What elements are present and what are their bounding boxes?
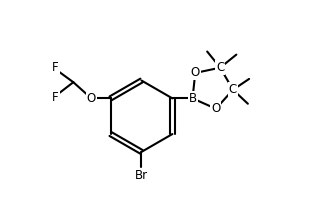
Text: O: O [87, 92, 96, 105]
Text: F: F [52, 91, 59, 104]
Text: Br: Br [135, 169, 148, 182]
Text: F: F [52, 61, 59, 74]
Text: O: O [211, 102, 220, 115]
Text: O: O [191, 66, 200, 79]
Text: C: C [229, 83, 237, 96]
Text: B: B [188, 92, 197, 105]
Text: C: C [216, 61, 224, 74]
